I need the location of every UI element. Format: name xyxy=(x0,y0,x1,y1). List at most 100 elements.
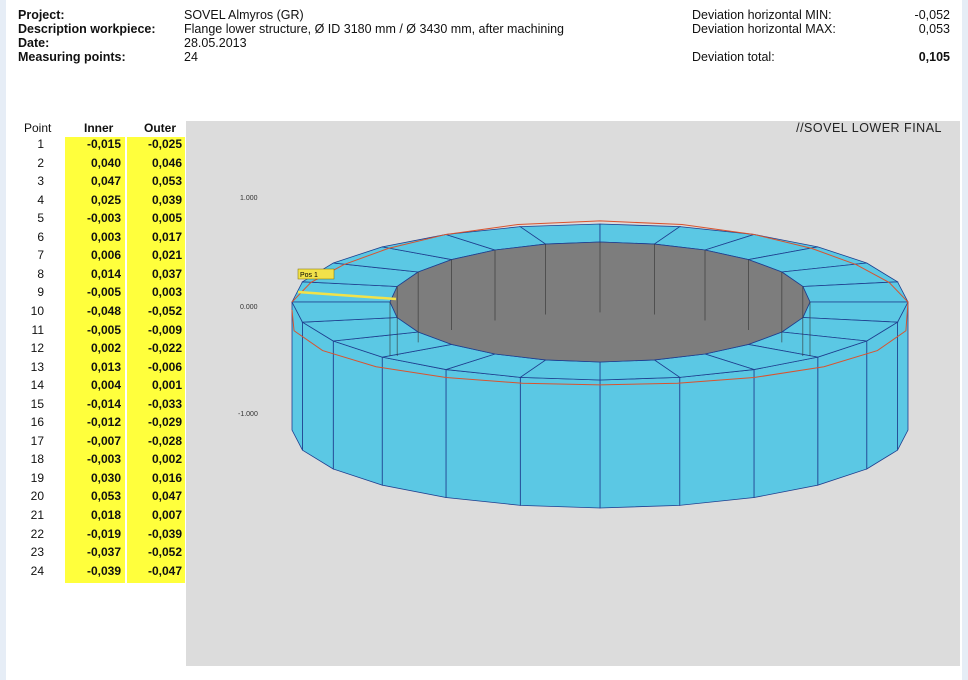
plot-title: //SOVEL LOWER FINAL xyxy=(796,121,942,135)
side-wall-panel xyxy=(679,369,755,506)
table-row: 17 -0,007 -0,028 xyxy=(24,433,184,448)
outer-cell: 0,021 xyxy=(151,248,182,263)
point-cell: 22 xyxy=(30,526,44,541)
date-value: 28.05.2013 xyxy=(184,36,247,50)
outer-cell: 0,016 xyxy=(151,470,182,485)
table-row: 3 0,047 0,053 xyxy=(24,175,184,188)
inner-cell: 0,013 xyxy=(90,359,121,374)
table-row: 20 0,053 0,047 xyxy=(24,490,184,503)
pos1-label: Pos 1 xyxy=(300,272,318,279)
measuring-points-label: Measuring points: xyxy=(18,50,126,64)
point-cell: 2 xyxy=(37,155,44,170)
point-cell: 3 xyxy=(37,174,44,189)
inner-cell: 0,014 xyxy=(90,266,121,281)
inner-cell: 0,002 xyxy=(90,341,121,356)
point-cell: 19 xyxy=(30,470,44,485)
point-cell: 21 xyxy=(30,508,44,522)
outer-cell: 0,017 xyxy=(151,229,182,244)
outer-cell: -0,052 xyxy=(147,545,182,560)
ring-model: Pos 1 xyxy=(291,220,909,509)
deviation-outline xyxy=(291,220,909,386)
outer-cell: -0,006 xyxy=(147,359,182,374)
report-sheet: Project: SOVEL Almyros (GR) Description … xyxy=(6,0,962,680)
point-cell: 17 xyxy=(30,433,44,448)
pos1-label-box xyxy=(297,268,335,280)
point-cell: 8 xyxy=(37,266,44,281)
table-row: 13 0,013 -0,006 xyxy=(24,359,184,374)
inner-cell: -0,037 xyxy=(86,545,121,560)
outer-cell: -0,029 xyxy=(147,415,182,430)
inner-cell: -0,003 xyxy=(86,452,121,467)
outer-cell: -0,025 xyxy=(147,137,182,151)
side-wall-panel xyxy=(381,356,447,499)
outer-cell: -0,047 xyxy=(147,563,182,578)
table-row: 23 -0,037 -0,052 xyxy=(24,546,184,559)
point-cell: 14 xyxy=(30,378,44,393)
point-cell: 23 xyxy=(30,545,44,560)
column-header-outer: Outer xyxy=(144,121,177,135)
point-cell: 12 xyxy=(30,341,44,356)
side-wall-panel xyxy=(866,321,898,470)
y-label-bottom: -1.000 xyxy=(238,411,258,418)
side-wall-panel xyxy=(445,369,521,506)
description-label: Description workpiece: xyxy=(18,22,156,36)
table-row: 14 0,004 0,001 xyxy=(24,379,184,392)
inner-column-highlight xyxy=(65,137,125,583)
inner-cell: -0,014 xyxy=(86,396,121,411)
side-wall-panel xyxy=(599,376,681,509)
inner-cell: -0,012 xyxy=(86,415,121,430)
inner-cell: 0,025 xyxy=(90,192,121,207)
table-row: 1 -0,015 -0,025 xyxy=(24,138,184,151)
inner-cell: -0,007 xyxy=(86,433,121,448)
inner-cell: 0,003 xyxy=(90,229,121,244)
point-cell: 15 xyxy=(30,396,44,411)
column-header-inner: Inner xyxy=(84,121,114,135)
outer-cell: 0,002 xyxy=(151,452,182,467)
side-wall-panel xyxy=(753,356,819,499)
table-row: 5 -0,003 0,005 xyxy=(24,212,184,225)
outer-cell: -0,033 xyxy=(147,396,182,411)
point-cell: 20 xyxy=(30,489,44,504)
y-label-top: 1.000 xyxy=(240,195,258,202)
date-label: Date: xyxy=(18,36,50,50)
point-cell: 10 xyxy=(30,303,44,318)
point-cell: 7 xyxy=(37,248,44,263)
project-label: Project: xyxy=(18,8,65,22)
table-row: 8 0,014 0,037 xyxy=(24,266,184,281)
table-row: 6 0,003 0,017 xyxy=(24,229,184,244)
point-cell: 6 xyxy=(37,229,44,244)
inner-cell: 0,018 xyxy=(90,508,121,522)
pos1-line xyxy=(297,290,397,301)
point-cell: 5 xyxy=(37,211,44,226)
deviation-total-label: Deviation total: xyxy=(692,50,775,64)
table-row: 11 -0,005 -0,009 xyxy=(24,322,184,337)
outer-cell: -0,009 xyxy=(147,322,182,337)
inner-cell: 0,006 xyxy=(90,248,121,263)
side-wall-panel xyxy=(332,340,383,486)
inner-cell: -0,005 xyxy=(86,285,121,300)
point-cell: 1 xyxy=(37,137,44,151)
point-cell: 11 xyxy=(31,322,44,337)
inner-cell: -0,039 xyxy=(86,563,121,578)
outer-cell: 0,053 xyxy=(151,174,182,189)
side-wall-panel xyxy=(817,340,868,486)
outer-column-highlight xyxy=(127,137,185,583)
inner-cell: 0,047 xyxy=(90,174,121,189)
inner-cell: 0,030 xyxy=(90,470,121,485)
outer-cell: -0,028 xyxy=(147,433,182,448)
measuring-points-value: 24 xyxy=(184,50,198,64)
point-cell: 13 xyxy=(30,359,44,374)
inner-cell: -0,005 xyxy=(86,322,121,337)
point-cell: 4 xyxy=(37,192,44,207)
outer-cell: 0,007 xyxy=(151,508,182,522)
table-row: 18 -0,003 0,002 xyxy=(24,453,184,466)
point-cell: 9 xyxy=(37,285,44,300)
point-cell: 24 xyxy=(30,563,44,578)
point-cell: 18 xyxy=(30,452,44,467)
column-header-point: Point xyxy=(24,121,52,135)
outer-cell: -0,022 xyxy=(147,341,182,356)
point-cell: 16 xyxy=(30,415,44,430)
table-row: 10 -0,048 -0,052 xyxy=(24,303,184,318)
deviation-max-value: 0,053 xyxy=(918,22,950,36)
outer-cell: 0,003 xyxy=(151,285,182,300)
